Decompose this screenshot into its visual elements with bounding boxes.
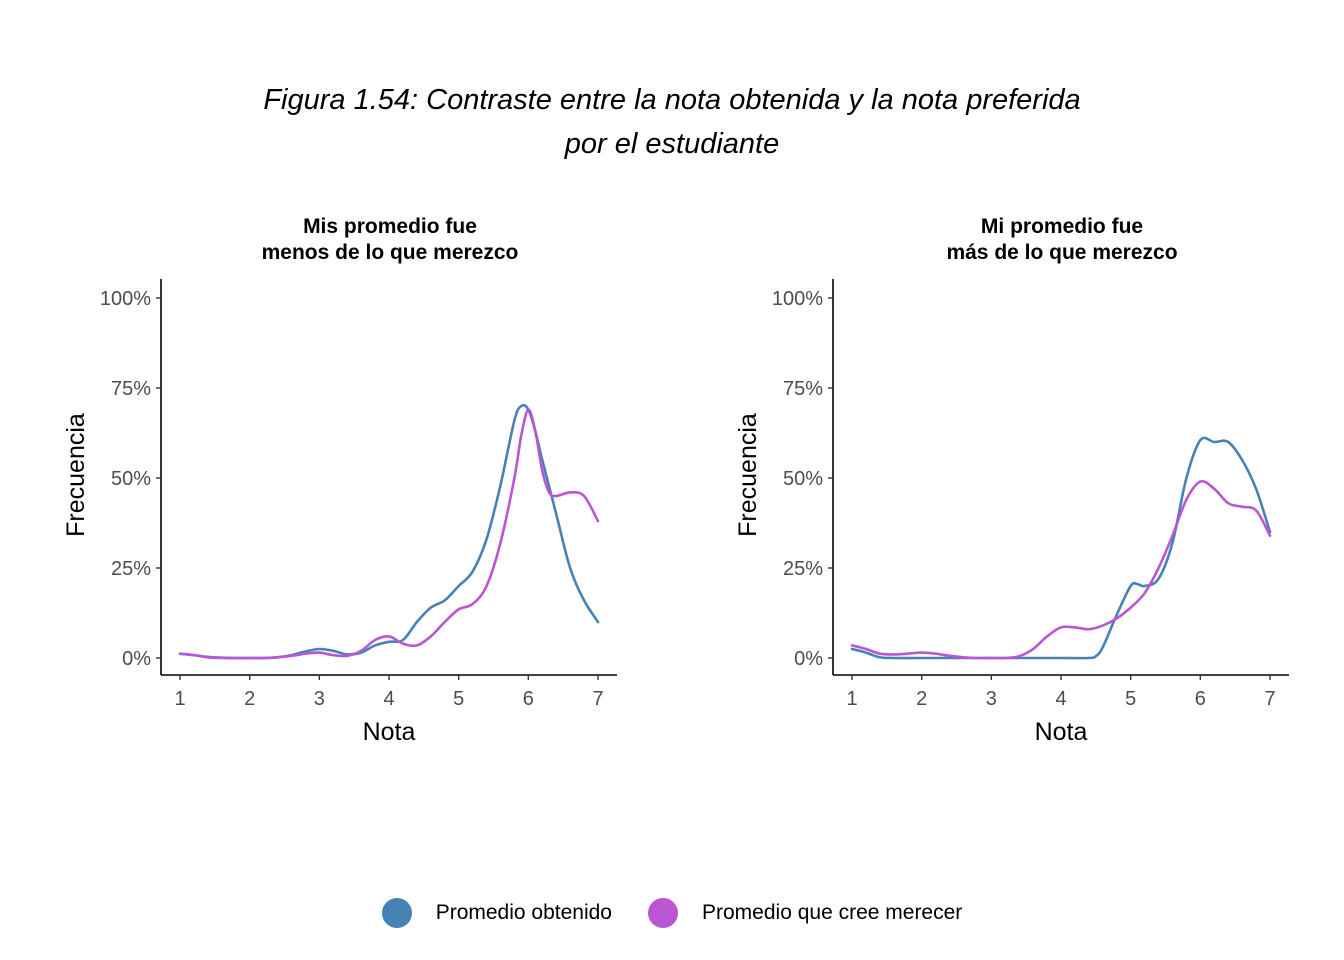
x-tick-label: 5	[1125, 688, 1136, 710]
y-tick-label: 0%	[122, 648, 151, 670]
x-tick-label: 4	[383, 688, 394, 710]
y-tick-label: 0%	[794, 648, 823, 670]
legend-item-promedio-obtenido: Promedio obtenido	[381, 898, 612, 928]
y-tick-label: 25%	[111, 558, 151, 580]
legend: Promedio obtenido Promedio que cree mere…	[0, 898, 1344, 928]
x-tick-label: 7	[1264, 688, 1275, 710]
x-tick-label: 4	[1055, 688, 1066, 710]
panel-1: Mis promedio fue menos de lo que merezco 0…	[62, 215, 617, 746]
x-tick-label: 6	[1195, 688, 1206, 710]
panel-title-line-2: menos de lo que merezco	[262, 241, 519, 264]
x-tick-label: 5	[453, 688, 464, 710]
y-tick-label: 75%	[111, 378, 151, 400]
x-tick-label: 7	[592, 688, 603, 710]
panel-title-line-2: más de lo que merezco	[946, 241, 1177, 264]
series-line-promedio-merecer	[850, 479, 1272, 660]
x-tick-label: 6	[523, 688, 534, 710]
x-tick-label: 2	[244, 688, 255, 710]
figure-title-line-1: Figura 1.54: Contraste entre la nota obt…	[263, 84, 1081, 116]
series-line-promedio-obtenido	[850, 436, 1272, 660]
x-tick-label: 1	[846, 688, 857, 710]
y-tick-label: 25%	[783, 558, 823, 580]
y-axis-title: Frecuencia	[734, 413, 762, 537]
x-axis-title: Nota	[363, 718, 416, 746]
y-tick-label: 50%	[111, 468, 151, 490]
legend-label-promedio-obtenido: Promedio obtenido	[435, 901, 612, 924]
legend-label-promedio-merecer: Promedio que cree merecer	[702, 901, 963, 924]
figure-title: Figura 1.54: Contraste entre la nota obt…	[0, 78, 1344, 166]
y-tick-label: 100%	[100, 288, 151, 310]
panel-title-line-1: Mis promedio fue	[303, 215, 477, 238]
figure-title-line-2: por el estudiante	[564, 128, 780, 160]
legend-item-promedio-merecer: Promedio que cree merecer	[648, 898, 962, 928]
x-tick-label: 1	[174, 688, 185, 710]
x-tick-label: 2	[916, 688, 927, 710]
y-axis-title: Frecuencia	[62, 413, 90, 537]
y-tick-label: 75%	[783, 378, 823, 400]
series-line-promedio-merecer	[178, 408, 600, 660]
y-tick-label: 50%	[783, 468, 823, 490]
y-tick-label: 100%	[772, 288, 823, 310]
series-line-promedio-obtenido	[178, 403, 600, 660]
x-tick-label: 3	[314, 688, 325, 710]
legend-key-promedio-merecer	[648, 898, 678, 928]
panel-title-line-1: Mi promedio fue	[981, 215, 1143, 238]
x-axis-title: Nota	[1035, 718, 1088, 746]
legend-key-promedio-obtenido	[381, 898, 412, 928]
x-tick-label: 3	[986, 688, 997, 710]
